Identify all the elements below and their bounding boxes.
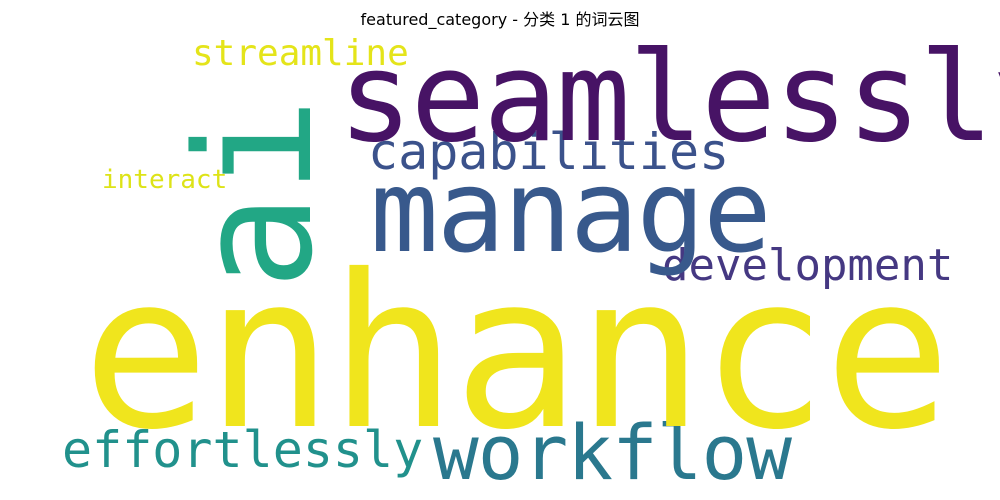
word-effortlessly: effortlessly (62, 421, 424, 479)
word-workflow: workflow (433, 408, 792, 497)
word-streamline: streamline (192, 33, 409, 74)
word-capabilities: capabilities (368, 123, 730, 181)
word-development: development (662, 240, 954, 291)
chart-title: featured_category - 分类 1 的词云图 (360, 10, 640, 29)
word-interact: interact (102, 165, 228, 195)
word-seamlessly: seamlessly (338, 26, 1000, 170)
word-manage: manage (370, 145, 772, 278)
word-enhance: enhance (82, 229, 951, 476)
